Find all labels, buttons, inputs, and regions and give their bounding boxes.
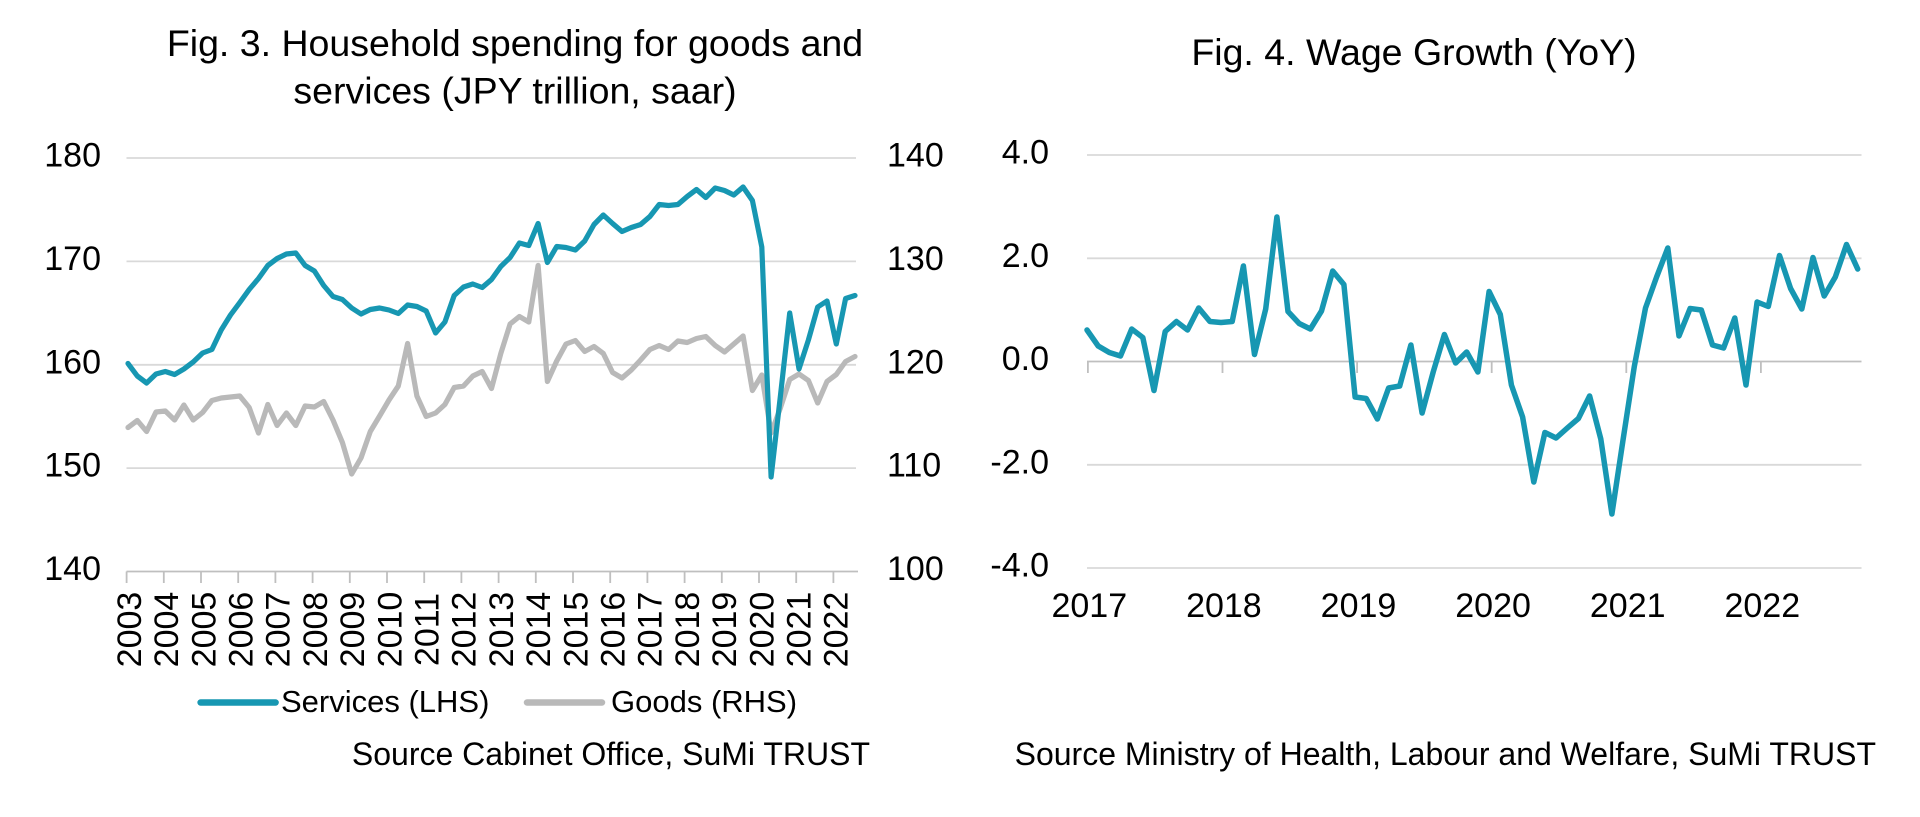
svg-text:100: 100 bbox=[887, 550, 944, 588]
svg-text:180: 180 bbox=[44, 137, 101, 175]
svg-text:2018: 2018 bbox=[669, 592, 707, 668]
svg-text:2017: 2017 bbox=[1051, 587, 1127, 625]
svg-text:2021: 2021 bbox=[1590, 587, 1666, 625]
svg-text:2022: 2022 bbox=[1724, 587, 1800, 625]
svg-text:2022: 2022 bbox=[818, 592, 856, 668]
svg-text:2006: 2006 bbox=[223, 592, 261, 668]
svg-text:170: 170 bbox=[44, 240, 101, 278]
svg-text:services (JPY trillion, saar): services (JPY trillion, saar) bbox=[293, 70, 736, 112]
svg-text:2016: 2016 bbox=[595, 592, 633, 668]
svg-text:2019: 2019 bbox=[1321, 587, 1397, 625]
svg-text:Fig. 3. Household spending for: Fig. 3. Household spending for goods and bbox=[167, 22, 863, 64]
svg-text:120: 120 bbox=[887, 343, 944, 381]
svg-text:0.0: 0.0 bbox=[1002, 340, 1049, 378]
svg-text:2019: 2019 bbox=[706, 592, 744, 668]
svg-text:110: 110 bbox=[887, 447, 941, 485]
svg-text:-2.0: -2.0 bbox=[990, 443, 1049, 481]
svg-text:2011: 2011 bbox=[409, 593, 447, 666]
svg-text:2004: 2004 bbox=[148, 592, 186, 668]
svg-text:2008: 2008 bbox=[297, 592, 335, 668]
svg-text:2005: 2005 bbox=[185, 592, 223, 668]
svg-text:2014: 2014 bbox=[520, 592, 558, 668]
svg-text:4.0: 4.0 bbox=[1002, 134, 1049, 172]
svg-text:2.0: 2.0 bbox=[1002, 237, 1049, 275]
svg-text:140: 140 bbox=[44, 550, 101, 588]
svg-text:130: 130 bbox=[887, 240, 944, 278]
svg-text:160: 160 bbox=[44, 343, 101, 381]
svg-text:2017: 2017 bbox=[632, 592, 670, 668]
svg-text:2013: 2013 bbox=[483, 592, 521, 668]
svg-text:2003: 2003 bbox=[111, 592, 149, 668]
svg-text:2010: 2010 bbox=[371, 592, 409, 668]
svg-text:2007: 2007 bbox=[260, 592, 298, 668]
svg-text:2020: 2020 bbox=[743, 592, 781, 668]
svg-text:Goods (RHS): Goods (RHS) bbox=[611, 684, 797, 719]
svg-text:150: 150 bbox=[44, 447, 101, 485]
svg-text:Source Cabinet Office, SuMi TR: Source Cabinet Office, SuMi TRUST bbox=[352, 736, 870, 772]
svg-text:2020: 2020 bbox=[1455, 587, 1531, 625]
svg-text:2021: 2021 bbox=[781, 592, 819, 668]
svg-text:Services (LHS): Services (LHS) bbox=[281, 684, 489, 719]
svg-text:-4.0: -4.0 bbox=[990, 547, 1049, 585]
svg-text:2015: 2015 bbox=[557, 592, 595, 668]
svg-text:Source Ministry of Health, Lab: Source Ministry of Health, Labour and We… bbox=[1015, 736, 1876, 772]
svg-text:2012: 2012 bbox=[446, 592, 484, 668]
svg-text:2009: 2009 bbox=[334, 592, 372, 668]
svg-text:140: 140 bbox=[887, 137, 944, 175]
svg-text:Fig. 4. Wage Growth (YoY): Fig. 4. Wage Growth (YoY) bbox=[1191, 31, 1636, 73]
svg-text:2018: 2018 bbox=[1186, 587, 1262, 625]
